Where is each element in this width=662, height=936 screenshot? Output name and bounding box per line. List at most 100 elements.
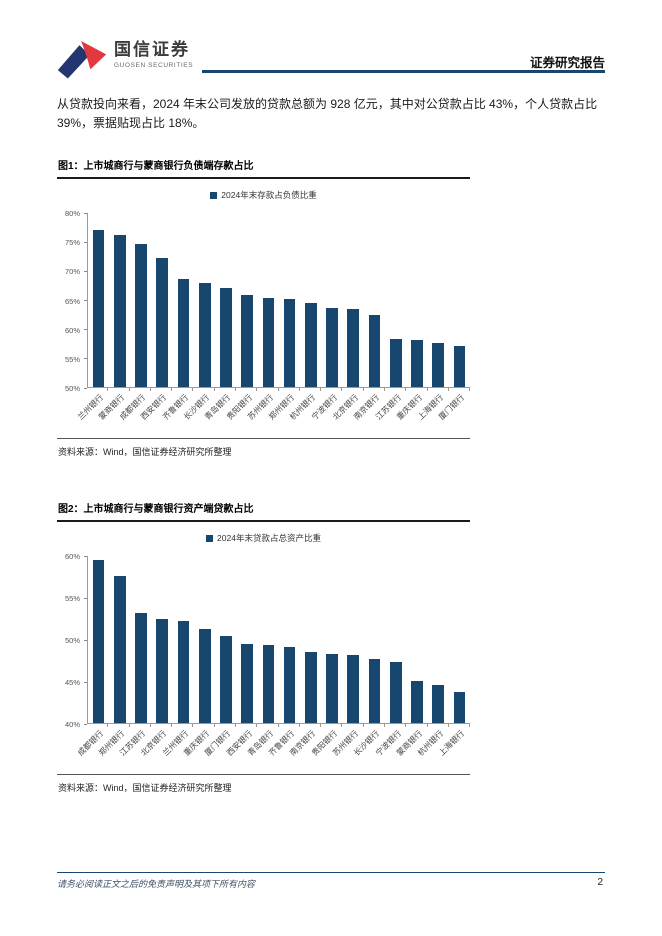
bar (156, 618, 169, 723)
bar-column (343, 308, 364, 387)
x-label-cell: 宁波银行 (310, 388, 343, 438)
x-label-cell: 重庆银行 (395, 388, 428, 438)
y-axis: 80% 75% 70% 65% 60% 55% 50% (57, 209, 87, 393)
page-number: 2 (597, 877, 603, 888)
bar (453, 691, 466, 723)
bar-column (237, 644, 258, 723)
figure-1: 图1：上市城商行与蒙商银行负债端存款占比 2024年末存款占负债比重 80% 75%… (57, 155, 471, 460)
page-footer: 请务必阅读正文之后的免责声明及其项下所有内容 2 (57, 872, 605, 890)
x-label-cell: 青岛银行 (246, 724, 279, 774)
bar (304, 651, 317, 723)
footer-divider (57, 872, 605, 873)
x-label-cell: 郑州银行 (97, 724, 130, 774)
bar-column (279, 647, 300, 723)
figure-1-bottom-rule (57, 438, 470, 439)
figure-1-title: 图1：上市城商行与蒙商银行负债端存款占比 (58, 161, 254, 172)
x-label-cell: 贵阳银行 (225, 388, 258, 438)
bar-column (215, 635, 236, 723)
bar-column (130, 612, 151, 723)
x-label-cell: 苏州银行 (331, 724, 364, 774)
figure-1-title-rule (57, 177, 470, 179)
x-label-cell: 南京银行 (352, 388, 386, 438)
bar (411, 681, 423, 723)
bar (220, 635, 232, 723)
bar (326, 654, 338, 723)
y-axis-tick (84, 329, 87, 331)
x-label-cell: 江苏银行 (374, 388, 407, 438)
legend-label: 2024年末贷款占总资产比重 (217, 533, 321, 543)
x-label-cell: 江苏银行 (118, 724, 152, 774)
x-label-cell: 厦门银行 (438, 388, 471, 438)
y-axis-tick (84, 300, 87, 301)
bar (92, 560, 105, 723)
y-axis-tick (84, 358, 87, 360)
bar (262, 644, 275, 723)
bar-column (258, 297, 279, 387)
chart-plot-area (87, 213, 470, 388)
bar-column (88, 229, 109, 387)
bar (347, 308, 360, 387)
y-axis-tick (84, 681, 87, 683)
bar-column (300, 651, 321, 723)
bar (114, 234, 126, 387)
y-axis-tick (84, 212, 87, 214)
bar-column (194, 628, 215, 723)
bar (432, 685, 444, 723)
y-axis-label: 50% (64, 384, 80, 393)
bar-column (300, 303, 321, 387)
bar-column (130, 243, 151, 387)
chart-legend: 2024年末存款占负债比重 (57, 189, 470, 201)
bar (326, 308, 338, 387)
bar-column (152, 258, 173, 387)
y-axis-tick (84, 241, 87, 243)
x-label-cell: 齐鲁银行 (161, 388, 194, 438)
y-axis-label: 55% (64, 354, 80, 364)
bar-column (343, 654, 364, 723)
bar (198, 628, 211, 723)
x-label-cell: 兰州银行 (76, 388, 109, 438)
x-label-cell: 蒙商银行 (97, 388, 130, 438)
bar-column (449, 346, 470, 387)
x-label-cell: 苏州银行 (246, 388, 279, 438)
y-axis-tick (84, 639, 87, 641)
x-label-cell: 上海银行 (416, 388, 450, 438)
body-paragraph: 从贷款投向来看，2024 年末公司发放的贷款总额为 928 亿元，其中对公贷款占… (57, 97, 598, 130)
disclaimer-text: 请务必阅读正文之后的免责声明及其项下所有内容 (57, 879, 256, 889)
header-divider (202, 70, 605, 73)
bar (411, 339, 423, 387)
y-axis-label: 55% (64, 594, 80, 603)
deposit-ratio-chart: 2024年末存款占负债比重 80% 75% 70% 65% 60% 55% 50% 兰州银行 蒙商… (57, 179, 471, 438)
bar (283, 647, 296, 723)
x-label-cell: 厦门银行 (203, 724, 237, 774)
bar (389, 661, 402, 723)
bar (241, 294, 253, 387)
y-axis-label: 75% (64, 238, 80, 248)
x-label-cell: 郑州银行 (267, 388, 301, 438)
legend-marker-icon (206, 534, 214, 542)
legend-marker-icon (210, 191, 218, 199)
y-axis-label: 45% (64, 678, 80, 687)
x-label-cell: 宁波银行 (374, 724, 407, 774)
bar (432, 343, 444, 387)
guosen-logo: 国信证券 GUOSEN SECURITIES (57, 40, 193, 82)
page-content: 从贷款投向来看，2024 年末公司发放的贷款总额为 928 亿元，其中对公贷款占… (57, 95, 605, 796)
y-axis-tick (84, 555, 87, 557)
bar-column (364, 659, 385, 723)
bar-column (173, 620, 194, 723)
bar (177, 620, 190, 723)
bar-column (279, 298, 300, 387)
figure-2-title: 图2：上市城商行与蒙商银行资产端贷款占比 (58, 504, 254, 515)
y-axis-label: 60% (64, 325, 80, 335)
chart-legend: 2024年末贷款占总资产比重 (57, 532, 470, 544)
y-axis-tick (84, 597, 87, 599)
page-header: 国信证券 GUOSEN SECURITIES 证券研究报告 (0, 0, 662, 95)
x-label-cell: 北京银行 (140, 724, 173, 774)
guosen-logo-icon (57, 40, 107, 82)
x-label-cell: 杭州银行 (289, 388, 322, 438)
bar-column (215, 288, 236, 387)
x-label-cell: 西安银行 (225, 724, 258, 774)
bar-column (258, 644, 279, 723)
y-axis-label: 40% (64, 720, 80, 729)
bar (156, 258, 169, 387)
bar (453, 346, 466, 387)
